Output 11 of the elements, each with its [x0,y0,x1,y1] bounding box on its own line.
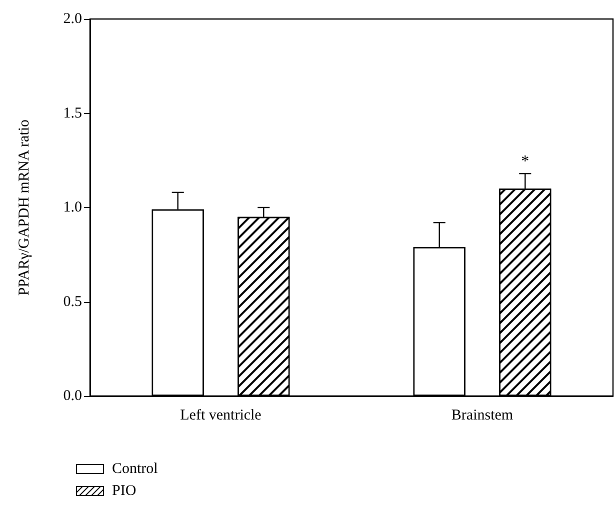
y-tick-label: 0.0 [63,388,82,404]
x-tick-label: Brainstem [451,408,514,424]
y-axis-title: PPARγ/GAPDH mRNA ratio [16,119,32,296]
annotation: * [521,153,530,170]
legend-label: Control [112,460,158,478]
y-tick-label: 1.0 [63,200,82,216]
x-tick-label: Left ventricle [180,408,262,424]
y-tick-label: 0.5 [63,294,82,310]
y-tick-label: 2.0 [63,11,82,27]
y-tick-label: 1.5 [63,105,82,122]
legend-label: PIO [112,482,136,500]
